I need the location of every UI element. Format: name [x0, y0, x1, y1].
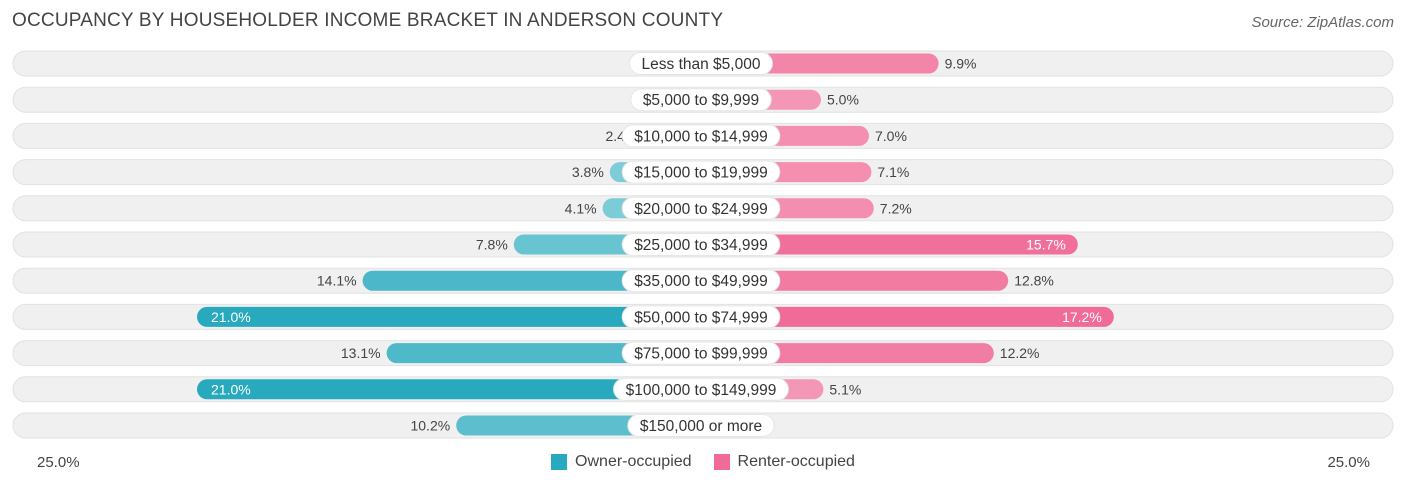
category-pill [621, 269, 781, 293]
legend-renter-label: Renter-occupied [737, 453, 855, 470]
category-pill [629, 52, 773, 75]
category-label: $150,000 or more [640, 418, 762, 435]
legend-renter: Renter-occupied [713, 453, 855, 471]
owner-value-label: 21.0% [211, 381, 251, 397]
category-label: $75,000 to $99,999 [634, 346, 768, 363]
category-label: $50,000 to $74,999 [634, 309, 768, 326]
renter-bar [701, 306, 1114, 327]
owner-value-label: 3.8% [572, 164, 604, 180]
renter-value-label: 7.1% [877, 164, 909, 180]
renter-value-label: 5.1% [829, 381, 861, 397]
legend-owner: Owner-occupied [551, 453, 692, 471]
source-note: Source: ZipAtlas.com [1251, 14, 1394, 31]
axis-right-label: 25.0% [1327, 454, 1370, 471]
renter-value-label: 7.2% [880, 200, 912, 216]
category-label: $25,000 to $34,999 [634, 237, 768, 254]
owner-value-label: 21.0% [211, 309, 251, 325]
category-pill [630, 88, 772, 112]
category-pill [613, 377, 789, 401]
renter-bar [701, 234, 1078, 255]
category-pill [621, 196, 781, 220]
category-pill [621, 305, 781, 329]
category-label: $20,000 to $24,999 [634, 201, 768, 218]
category-pill [621, 233, 781, 256]
legend-owner-label: Owner-occupied [575, 453, 692, 470]
renter-value-label: 12.8% [1014, 273, 1054, 289]
legend-renter-swatch [713, 454, 730, 470]
renter-value-label: 15.7% [1026, 237, 1066, 253]
category-pill [621, 160, 781, 184]
renter-value-label: 12.2% [1000, 345, 1040, 361]
legend: Owner-occupied Renter-occupied [0, 453, 1406, 471]
renter-value-label: 7.0% [875, 128, 907, 144]
category-label: $100,000 to $149,999 [626, 382, 777, 399]
owner-bar [362, 270, 701, 291]
owner-bar [197, 379, 701, 400]
category-label: Less than $5,000 [642, 56, 761, 73]
category-label: $35,000 to $49,999 [634, 273, 768, 290]
category-label: $15,000 to $19,999 [634, 165, 768, 182]
owner-value-label: 14.1% [317, 273, 357, 289]
category-pill [621, 341, 781, 365]
category-label: $5,000 to $9,999 [643, 92, 759, 109]
category-pill [627, 414, 775, 437]
renter-value-label: 9.9% [945, 56, 977, 72]
category-pill [621, 124, 781, 148]
owner-bar [197, 306, 701, 327]
chart-title: OCCUPANCY BY HOUSEHOLDER INCOME BRACKET … [12, 10, 724, 31]
renter-value-label: 5.0% [827, 92, 859, 108]
legend-owner-swatch [551, 454, 568, 470]
axis-left-label: 25.0% [37, 454, 80, 471]
owner-value-label: 7.8% [476, 237, 508, 253]
owner-bar [386, 343, 701, 364]
owner-value-label: 13.1% [341, 345, 381, 361]
owner-value-label: 10.2% [410, 418, 450, 434]
renter-value-label: 17.2% [1062, 309, 1102, 325]
owner-value-label: 4.1% [565, 200, 597, 216]
category-label: $10,000 to $14,999 [634, 128, 768, 145]
